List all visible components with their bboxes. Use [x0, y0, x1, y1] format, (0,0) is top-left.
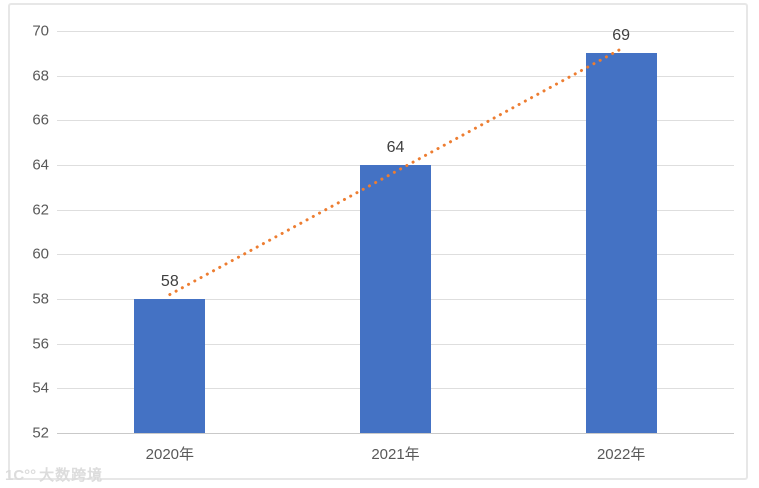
bar-value-label: 69 [612, 27, 631, 45]
gridline [57, 75, 734, 77]
y-tick-label: 60 [32, 245, 49, 263]
trendline [168, 47, 623, 297]
bar-value-label: 58 [160, 273, 179, 290]
y-tick-label: 58 [32, 290, 49, 308]
watermark-text: 大数跨境 [39, 467, 104, 484]
y-tick-label: 66 [32, 111, 49, 129]
gridline [57, 433, 734, 434]
y-tick-label: 70 [32, 22, 49, 40]
x-axis-label: 2020年 [145, 446, 195, 463]
y-tick-label: 64 [32, 156, 49, 174]
x-axis-label: 2022年 [596, 446, 646, 463]
gridline [57, 31, 734, 32]
bar-2022年 [585, 53, 657, 433]
bar-2020年 [134, 299, 206, 433]
bar-2021年 [360, 165, 431, 433]
x-axis-label: 2021年 [371, 446, 420, 463]
watermark-logo-icon: 1C°° [5, 467, 37, 484]
y-tick-label: 68 [32, 67, 49, 85]
gridline [57, 120, 734, 122]
watermark: 1C°° 大数跨境 [5, 464, 103, 485]
y-tick-label: 56 [32, 335, 49, 353]
y-tick-label: 52 [32, 424, 49, 442]
bar-value-label: 64 [386, 139, 405, 156]
y-tick-label: 62 [32, 201, 49, 219]
plot-area: 52 54 56 58 60 62 64 66 68 70 58 2020年 64 2021年 69 2022… [32, 23, 734, 463]
y-tick-label: 54 [32, 379, 49, 397]
